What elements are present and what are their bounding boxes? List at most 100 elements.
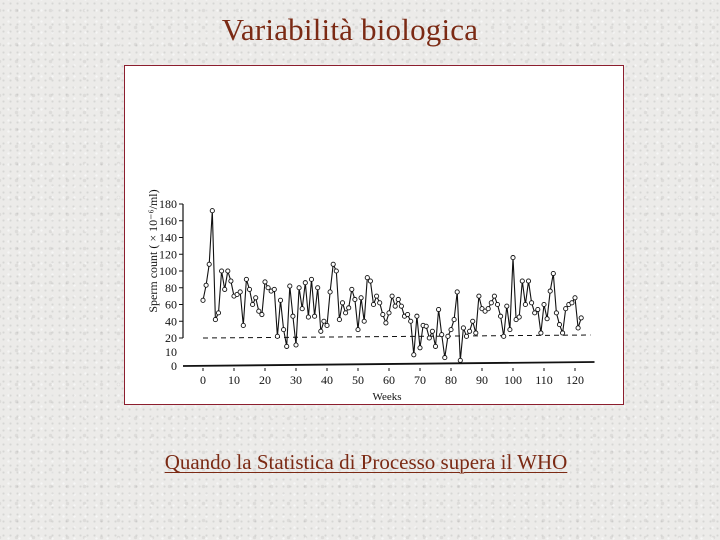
- data-point: [432, 343, 439, 349]
- data-point: [200, 297, 206, 303]
- data-point: [312, 313, 318, 319]
- data-point: [411, 352, 417, 358]
- data-point: [374, 293, 380, 299]
- data-point: [225, 268, 231, 274]
- data-point: [318, 328, 324, 334]
- data-point: [305, 314, 311, 320]
- data-point: [358, 295, 364, 301]
- data-point: [253, 295, 259, 301]
- data-point: [501, 333, 507, 339]
- data-point: [550, 270, 556, 277]
- reference-line-layer: [202, 334, 591, 339]
- data-point: [556, 322, 563, 328]
- data-point: [525, 278, 532, 284]
- data-point: [324, 322, 330, 328]
- data-point: [457, 357, 463, 363]
- data-point: [563, 306, 569, 312]
- data-point: [405, 311, 411, 318]
- data-point: [265, 285, 271, 291]
- data-point: [439, 332, 445, 338]
- data-point: [491, 293, 497, 299]
- data-point: [529, 300, 535, 306]
- data-point: [575, 325, 581, 331]
- x-tick-label: 100: [504, 373, 522, 387]
- data-point: [383, 320, 389, 326]
- data-point: [436, 306, 442, 313]
- data-point: [346, 305, 352, 311]
- data-point: [215, 310, 222, 316]
- data-point: [355, 327, 361, 333]
- x-tick-label: 80: [445, 373, 457, 387]
- data-point: [553, 310, 559, 316]
- data-point: [228, 278, 234, 284]
- data-point: [281, 327, 287, 333]
- x-axis-label: Weeks: [372, 391, 401, 403]
- data-point: [417, 345, 423, 351]
- data-point: [274, 333, 280, 339]
- data-point: [380, 311, 386, 318]
- data-point: [516, 314, 522, 320]
- data-point: [535, 306, 541, 313]
- x-tick-label: 10: [228, 373, 240, 387]
- x-tick-label: 70: [414, 373, 426, 387]
- data-point: [541, 301, 547, 308]
- data-point: [392, 303, 398, 309]
- data-point: [364, 275, 370, 281]
- y-tick-label: 80: [165, 281, 177, 295]
- data-point: [547, 288, 553, 294]
- data-point: [302, 280, 308, 286]
- data-point: [544, 316, 550, 322]
- data-point: [476, 293, 482, 299]
- data-point: [470, 318, 476, 324]
- data-point: [426, 335, 432, 341]
- x-tick-label: 40: [321, 373, 333, 387]
- data-point: [246, 286, 253, 292]
- data-point: [262, 279, 268, 285]
- data-series: [200, 208, 584, 363]
- data-point: [522, 301, 528, 308]
- data-point: [370, 301, 377, 308]
- data-point: [209, 208, 215, 214]
- x-tick-label: 90: [476, 373, 488, 387]
- data-point: [349, 286, 355, 292]
- data-point: [473, 330, 479, 336]
- data-point: [463, 333, 470, 339]
- data-point: [485, 306, 491, 312]
- data-point: [293, 342, 299, 348]
- data-point: [339, 300, 346, 306]
- data-point: [445, 333, 451, 339]
- chart-frame: 0 10 20 40 60 80 100 120 140 160 180 0 10 20 30 40 50 60 7…: [124, 65, 624, 405]
- y-tick-label: 160: [159, 214, 177, 228]
- data-point: [408, 318, 414, 324]
- data-point: [219, 268, 225, 274]
- y-tick-label: 40: [165, 314, 177, 328]
- data-point: [277, 297, 284, 303]
- data-point: [259, 311, 265, 318]
- data-point: [327, 289, 333, 295]
- data-point: [538, 330, 544, 336]
- y-tick-label: 140: [159, 231, 177, 245]
- slide-caption: Quando la Statistica di Processo supera …: [164, 450, 568, 474]
- y-tick-label: 120: [159, 247, 177, 261]
- slide-title: Variabilità biologica: [221, 12, 479, 47]
- data-point: [448, 327, 454, 333]
- data-point: [423, 323, 429, 329]
- data-point: [243, 276, 249, 282]
- data-point: [429, 328, 435, 334]
- data-point: [290, 313, 296, 319]
- y-axis-label: Sperm count ( × 10⁻⁶/ml): [146, 189, 160, 312]
- y-tick-label: 0: [171, 359, 177, 373]
- x-tick-label: 50: [352, 373, 364, 387]
- data-point: [367, 278, 373, 284]
- data-point: [321, 318, 327, 324]
- data-point: [287, 283, 293, 289]
- x-tick-label: 20: [259, 373, 271, 387]
- data-point: [250, 301, 256, 308]
- data-point: [343, 310, 349, 316]
- data-point: [377, 300, 383, 306]
- data-point: [504, 303, 510, 309]
- data-point: [333, 268, 339, 274]
- data-point: [519, 278, 525, 284]
- data-point: [296, 285, 302, 291]
- data-point: [572, 295, 578, 301]
